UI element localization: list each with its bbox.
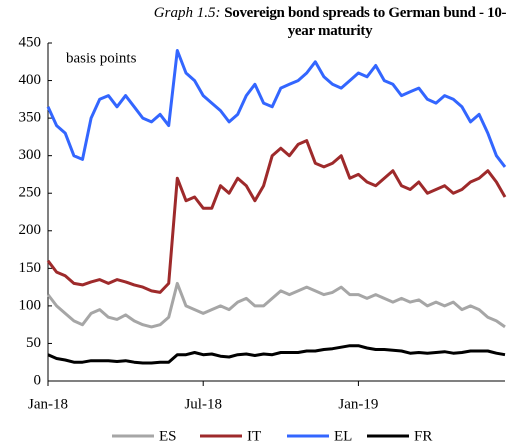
title-number: Graph 1.5:: [153, 5, 221, 21]
annotation: basis points: [66, 50, 137, 66]
y-tick-label: 150: [19, 260, 42, 276]
x-tick-label: Jan-19: [338, 396, 378, 412]
x-tick-label: Jan-18: [28, 396, 68, 412]
y-tick-label: 350: [19, 110, 42, 126]
legend-label: IT: [247, 428, 261, 444]
series-line: [47, 344, 506, 365]
series-line: [46, 281, 506, 329]
legend-label: FR: [414, 428, 432, 444]
y-tick-label: 0: [34, 372, 42, 388]
legend-label: ES: [159, 428, 177, 444]
series-line: [46, 139, 507, 294]
x-tick-label: Jul-18: [184, 396, 222, 412]
y-tick-label: 300: [19, 147, 42, 163]
title-text: Sovereign bond spreads to German bund - …: [224, 5, 507, 39]
y-tick-label: 50: [26, 335, 41, 351]
y-tick-label: 100: [19, 297, 42, 313]
y-tick-label: 450: [19, 34, 42, 50]
series-line: [46, 49, 507, 168]
chart-title: Graph 1.5: Sovereign bond spreads to Ger…: [150, 4, 507, 40]
legend-label: EL: [334, 428, 352, 444]
y-tick-label: 400: [19, 72, 42, 88]
y-tick-label: 200: [19, 222, 42, 238]
y-tick-label: 250: [19, 185, 42, 201]
